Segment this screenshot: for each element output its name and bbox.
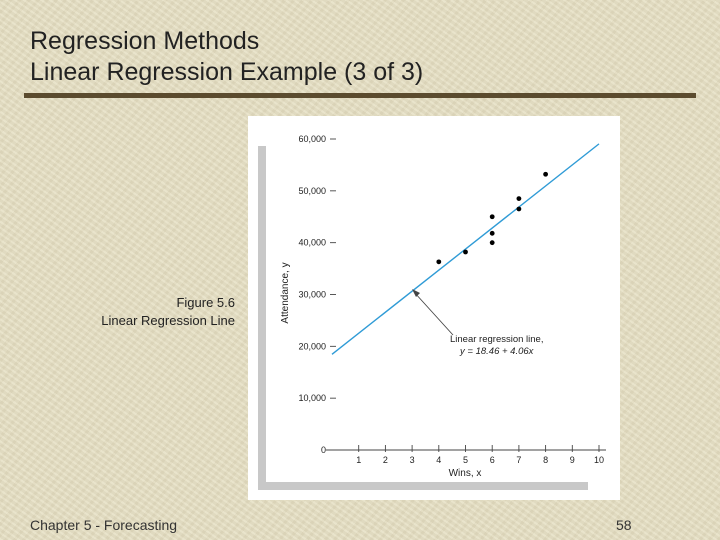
annotation-arrowhead <box>412 289 420 297</box>
x-tick-label: 6 <box>490 455 495 465</box>
x-axis-label: Wins, x <box>449 468 482 479</box>
annotation-line-2: y = 18.46 + 4.06x <box>459 346 535 357</box>
x-tick-label: 4 <box>436 455 441 465</box>
figure-number: Figure 5.6 <box>176 295 235 310</box>
x-tick-label: 9 <box>570 455 575 465</box>
data-point <box>489 240 495 246</box>
figure-caption: Linear Regression Line <box>101 313 235 328</box>
figure-panel: 1 2 3 4 5 6 7 8 9 10 0 10,000 20,000 30,000 40,000 50,0… <box>248 116 620 500</box>
x-tick-label: 5 <box>463 455 468 465</box>
title-line-1: Regression Methods <box>30 27 260 55</box>
x-tick-label: 3 <box>410 455 415 465</box>
y-tick-label: 20,000 <box>298 341 326 351</box>
data-point <box>516 196 522 202</box>
x-tick-label: 10 <box>594 455 604 465</box>
y-tick-label: 60,000 <box>298 134 326 144</box>
y-tick-label: 40,000 <box>298 238 326 248</box>
data-point <box>463 249 468 255</box>
regression-chart: 1 2 3 4 5 6 7 8 9 10 0 10,000 20,000 30,000 40,000 50,0… <box>258 122 614 490</box>
data-point <box>489 230 495 236</box>
data-point <box>436 259 442 265</box>
annotation-arrow-shaft <box>413 291 454 336</box>
y-tick-label: 0 <box>321 445 326 455</box>
y-tick-label: 50,000 <box>298 186 326 196</box>
data-point <box>489 214 495 220</box>
regression-line <box>331 143 600 355</box>
page-number: 58 <box>616 517 632 533</box>
x-tick-label: 1 <box>356 455 361 465</box>
figure-inner <box>266 122 614 482</box>
x-tick-label: 8 <box>543 455 548 465</box>
data-point <box>543 171 548 177</box>
slide-title: Regression Methods Linear Regression Exa… <box>30 26 423 88</box>
y-tick-label: 30,000 <box>298 290 326 300</box>
y-tick-label: 10,000 <box>298 393 326 403</box>
footer-chapter: Chapter 5 - Forecasting <box>30 517 178 533</box>
data-point <box>516 206 522 212</box>
title-line-2: Linear Regression Example (3 of 3) <box>30 58 424 86</box>
title-underline <box>24 93 696 98</box>
x-tick-label: 2 <box>383 455 388 465</box>
y-axis-label: Attendance, y <box>280 262 291 323</box>
x-tick-label: 7 <box>516 455 521 465</box>
annotation-line-1: Linear regression line, <box>450 334 543 345</box>
